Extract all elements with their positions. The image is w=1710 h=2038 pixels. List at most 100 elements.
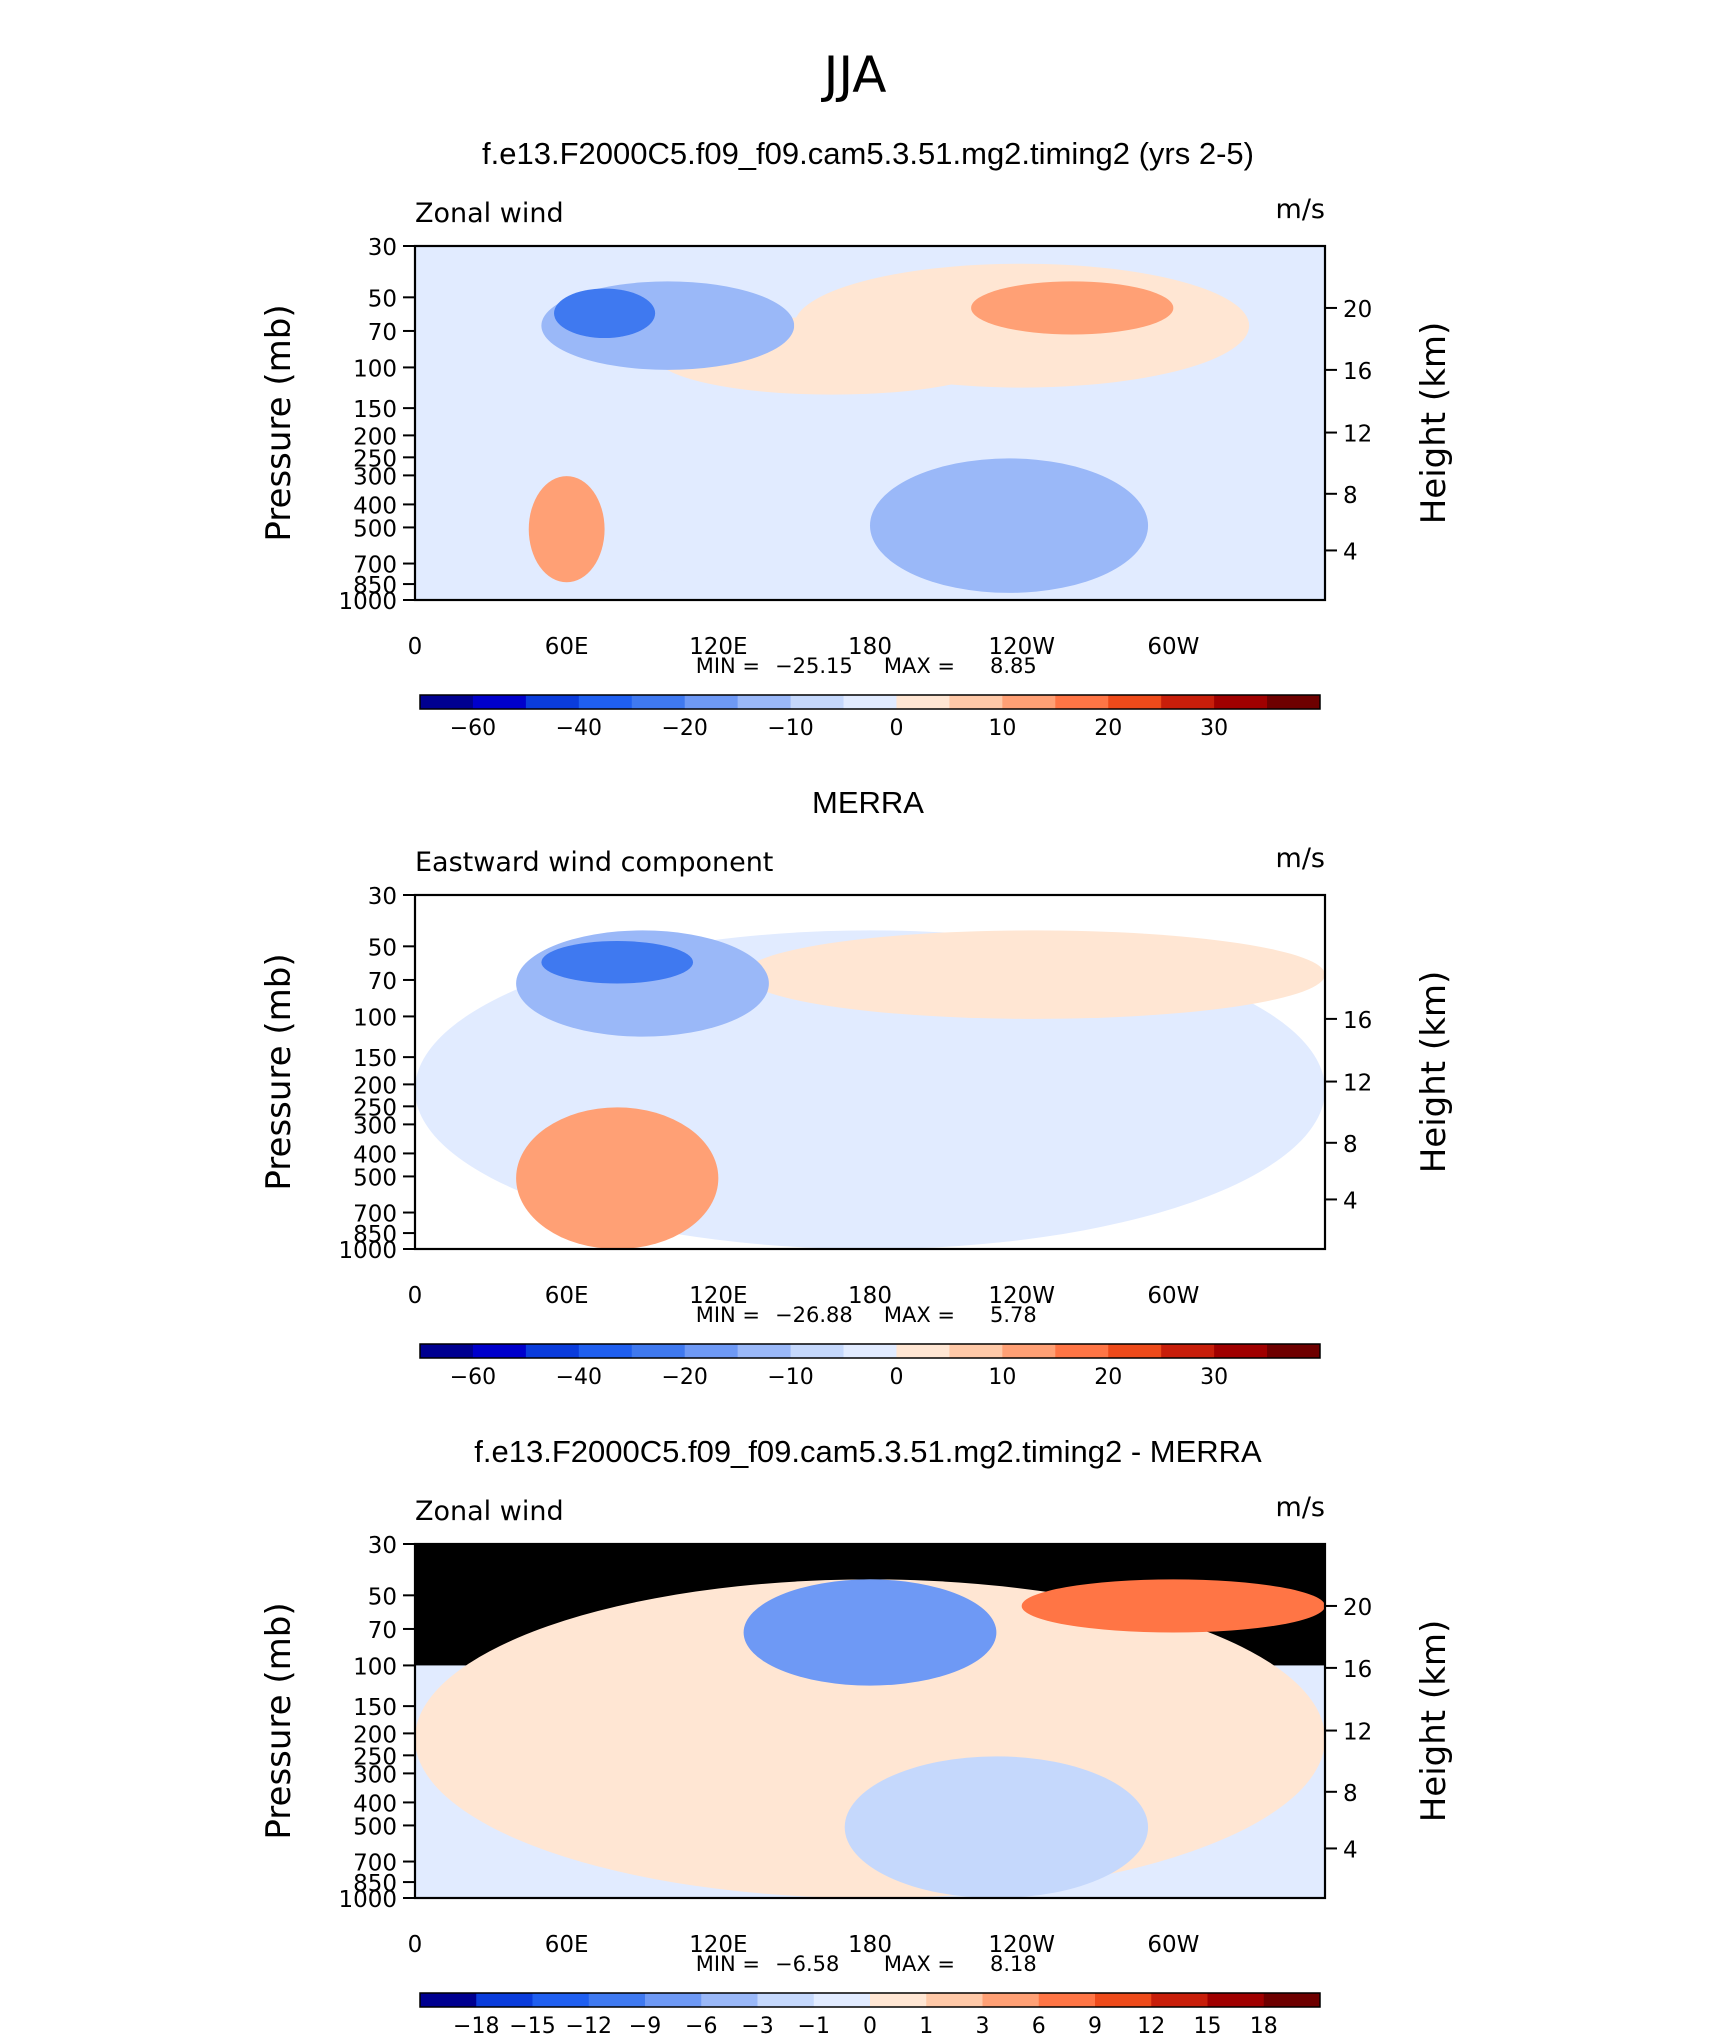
y-tick-label: 1000 <box>338 1238 397 1264</box>
x-tick-label: 120E <box>689 1932 747 1958</box>
y-tick-label: 200 <box>353 1722 397 1748</box>
y-tick-label: 500 <box>353 1814 397 1840</box>
y-tick-label: 100 <box>353 1005 397 1031</box>
y-tick-label: 500 <box>353 516 397 542</box>
x-tick-label: 180 <box>848 634 892 660</box>
field-region <box>743 930 1325 1019</box>
plot-frame <box>413 893 1327 1251</box>
field-region <box>971 281 1174 335</box>
colorbar-tick: −40 <box>556 716 602 741</box>
field-region <box>844 1756 1149 1898</box>
colorbar-swatch <box>631 695 686 709</box>
y-tick-label: 250 <box>353 1095 397 1121</box>
colorbar-swatch <box>420 1993 477 2007</box>
max-label: MAX = <box>884 654 955 678</box>
y-tick-label: 50 <box>368 286 397 312</box>
y-tick-label: 50 <box>368 935 397 961</box>
panel-title: f.e13.F2000C5.f09_f09.cam5.3.51.mg2.timi… <box>482 136 1254 171</box>
field-region <box>516 1107 719 1249</box>
colorbar-swatch <box>1214 695 1268 709</box>
plot-frame <box>413 1542 1327 1900</box>
colorbar-tick: 30 <box>1200 716 1228 741</box>
colorbar-swatch <box>1002 1344 1056 1358</box>
colorbar-swatch <box>1161 1344 1215 1358</box>
x-tick-label: 120E <box>689 1283 747 1309</box>
colorbar-swatch <box>1002 695 1056 709</box>
colorbar-swatch <box>472 695 527 709</box>
max-value: 5.78 <box>990 1303 1037 1327</box>
colorbar-tick: −20 <box>661 1365 707 1390</box>
colorbar-tick: 1 <box>919 2014 933 2038</box>
colorbar-swatch <box>645 1993 702 2007</box>
y-right-tick-label: 8 <box>1343 1132 1358 1158</box>
colorbar-tick: −18 <box>453 2014 499 2038</box>
y-tick-label: 500 <box>353 1165 397 1191</box>
colorbar-tick: 20 <box>1094 1365 1122 1390</box>
x-tick-label: 60E <box>545 634 589 660</box>
y-right-label: Height (km) <box>1414 1620 1454 1823</box>
colorbar-swatch <box>525 1344 580 1358</box>
max-value: 8.18 <box>990 1952 1037 1976</box>
colorbar-tick: −10 <box>767 1365 813 1390</box>
colorbar-swatch <box>1267 695 1321 709</box>
panel-3: f.e13.F2000C5.f09_f09.cam5.3.51.mg2.timi… <box>259 1434 1454 2038</box>
colorbar-tick: −6 <box>685 2014 717 2038</box>
colorbar-swatch <box>1214 1344 1268 1358</box>
colorbar-tick: −15 <box>509 2014 555 2038</box>
colorbar-tick: 10 <box>988 716 1016 741</box>
colorbar-tick: 0 <box>889 1365 903 1390</box>
panel-1: f.e13.F2000C5.f09_f09.cam5.3.51.mg2.timi… <box>259 136 1454 741</box>
y-tick-label: 50 <box>368 1584 397 1610</box>
colorbar-tick: −60 <box>450 716 496 741</box>
colorbar-swatch <box>1108 1344 1162 1358</box>
colorbar-swatch <box>896 695 950 709</box>
colorbar-tick: −3 <box>741 2014 773 2038</box>
y-tick-label: 70 <box>368 969 397 995</box>
colorbar-swatch <box>757 1993 815 2007</box>
colorbar-swatch <box>588 1993 646 2007</box>
y-right-tick-label: 4 <box>1343 539 1358 565</box>
y-right-tick-label: 20 <box>1343 1595 1372 1621</box>
colorbar-swatch <box>1095 1993 1152 2007</box>
colorbar-swatch <box>684 1344 739 1358</box>
y-right-label: Height (km) <box>1414 971 1454 1174</box>
y-tick-label: 30 <box>368 1533 397 1559</box>
colorbar-swatch <box>1055 695 1109 709</box>
colorbar-tick: −10 <box>767 716 813 741</box>
max-value: 8.85 <box>990 654 1037 678</box>
colorbar-swatch <box>472 1344 527 1358</box>
field-region <box>541 941 694 984</box>
field-region <box>743 1579 997 1686</box>
x-tick-label: 180 <box>848 1932 892 1958</box>
y-tick-label: 30 <box>368 235 397 261</box>
colorbar-tick: 0 <box>863 2014 877 2038</box>
colorbar-swatch <box>1161 695 1215 709</box>
colorbar-swatch <box>1207 1993 1265 2007</box>
colorbar-tick: −20 <box>661 716 707 741</box>
x-tick-label: 60W <box>1147 634 1199 660</box>
min-label: MIN = <box>696 654 760 678</box>
y-right-tick-label: 4 <box>1343 1188 1358 1214</box>
y-tick-label: 400 <box>353 1142 397 1168</box>
x-tick-label: 180 <box>848 1283 892 1309</box>
y-tick-label: 850 <box>353 1222 397 1248</box>
colorbar-swatch <box>578 1344 633 1358</box>
colorbar-swatch <box>896 1344 950 1358</box>
y-tick-label: 400 <box>353 493 397 519</box>
colorbar-swatch <box>1055 1344 1109 1358</box>
y-tick-label: 850 <box>353 1871 397 1897</box>
colorbar-swatch <box>790 695 845 709</box>
x-tick-label: 120E <box>689 634 747 660</box>
colorbar-swatch <box>949 695 1003 709</box>
x-tick-label: 0 <box>408 1283 423 1309</box>
y-right-tick-label: 12 <box>1343 422 1372 448</box>
y-tick-label: 250 <box>353 1744 397 1770</box>
y-right-tick-label: 16 <box>1343 359 1372 385</box>
colorbar-tick: −9 <box>629 2014 661 2038</box>
y-tick-label: 30 <box>368 884 397 910</box>
min-value: −26.88 <box>775 1303 853 1327</box>
colorbar-swatch <box>790 1344 845 1358</box>
units-label: m/s <box>1276 194 1325 225</box>
